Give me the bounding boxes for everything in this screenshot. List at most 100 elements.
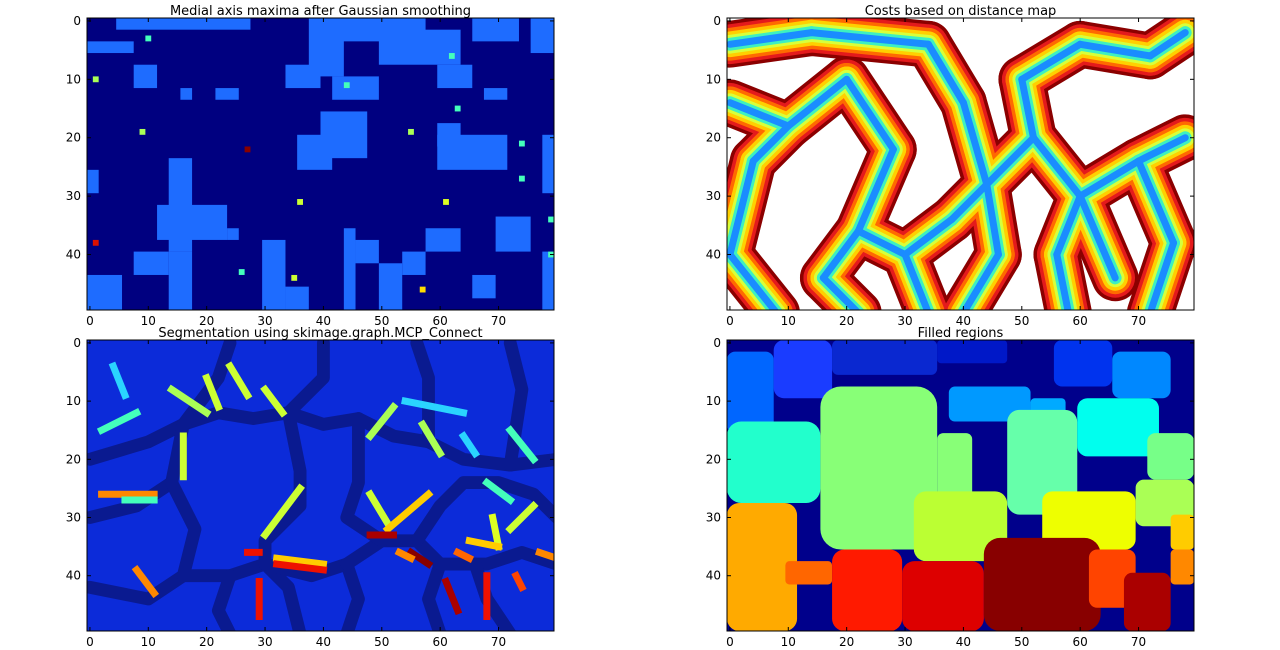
segment-boundary [281,340,330,420]
maxima-point [238,269,245,275]
smoothed-region [437,64,473,89]
cost-ridge [727,29,816,48]
smoothed-region [343,228,356,310]
smoothed-region [227,228,239,240]
filled-x-tick-label: 40 [956,635,971,649]
costs-x-tick-label: 20 [839,314,854,328]
connect-path [260,483,305,540]
cost-ridge [1135,157,1178,247]
smoothed-region [133,64,158,89]
cost-ridge [1147,239,1178,310]
maxima-point [92,239,99,246]
segment-boundary [211,569,237,631]
subplot-filled-regions: Filled regions 0 10 20 30 40 50 60 70 0 10 20 30 40 [706,326,1195,649]
connect-path [441,576,463,616]
medial-x-tick-label: 70 [491,314,506,328]
smoothed-region [378,263,403,310]
cost-ridge [1146,29,1189,60]
costs-x-tick-label: 40 [956,314,971,328]
segmentation-y-tick-label: 40 [66,569,81,583]
medial-x-tick-label: 10 [141,314,156,328]
segment-boundary [281,406,554,472]
smoothed-region [402,251,426,275]
filled-region [1077,398,1159,457]
smoothed-region [285,64,321,89]
smoothed-region [425,228,461,252]
segmentation-x-tick-label: 60 [433,635,448,649]
subplot-title-costs: Costs based on distance map [865,4,1057,19]
connect-path [365,489,393,529]
smoothed-region [87,274,123,310]
connect-path [260,384,288,418]
medial-x-tick-label: 20 [199,314,214,328]
filled-region [832,340,938,375]
filled-x-tick-label: 30 [897,635,912,649]
costs-x-tick-label: 50 [1014,314,1029,328]
segmentation-x-tick-label: 20 [199,635,214,649]
medial-x-tick-label: 0 [86,314,94,328]
filled-x-tick-label: 60 [1073,635,1088,649]
maxima-point [244,146,251,153]
connect-path [511,571,527,593]
cost-ridge [948,180,991,223]
smoothed-region [530,18,554,54]
segment-boundary [410,340,435,449]
filled-region [913,491,1008,562]
medial-x-tick-label: 40 [316,314,331,328]
connect-path [365,402,399,441]
filled-x-tick-label: 0 [726,635,734,649]
segmentation-x-tick-label: 0 [86,635,94,649]
smoothed-region [133,251,169,275]
connect-path [481,477,516,505]
filled-region [1112,351,1171,399]
maxima-point [518,175,525,182]
cost-ridge [1076,157,1143,200]
connect-path [394,547,416,563]
segment-boundary [340,412,389,548]
filled-region [727,421,821,503]
segmentation-x-tick-label: 30 [257,635,272,649]
cost-ridge [854,145,897,235]
smoothed-region [203,216,216,229]
connect-path [401,396,468,417]
filled-y-tick-label: 20 [706,452,721,466]
subplot-title-filled-regions: Filled regions [918,326,1004,341]
connect-path [406,547,434,569]
cost-ridge [727,157,757,259]
costs-x-tick-label: 60 [1073,314,1088,328]
filled-region [1123,572,1171,631]
costs-y-tick-label: 30 [706,189,721,203]
clip0-image [87,18,554,310]
maxima-point [419,286,426,293]
segment-boundary [433,546,554,571]
segmentation-y-tick-label: 20 [66,452,81,466]
filled-x-tick-label: 70 [1131,635,1146,649]
cost-ridge [924,40,967,107]
filled-region [727,502,798,631]
costs-x-tick-label: 70 [1131,314,1146,328]
segmentation-x-tick-label: 10 [141,635,156,649]
maxima-point [443,199,449,205]
medial-y-tick-label: 10 [66,72,81,86]
clip3-image [727,340,1194,631]
smoothed-region [87,169,99,194]
cost-ridge [819,227,862,282]
segmentation-y-tick-label: 0 [73,336,81,350]
cost-ridge [854,227,909,259]
cost-ridge [901,215,956,259]
medial-x-tick-label: 30 [257,314,272,328]
filled-region [1170,514,1194,550]
segmentation-x-tick-label: 40 [316,635,331,649]
cost-ridge [727,99,792,130]
cost-ridge [819,274,861,310]
cost-ridge [1018,40,1084,83]
costs-y-tick-label: 40 [706,248,721,262]
filled-region [1147,433,1194,480]
smoothed-region [116,18,251,30]
connect-path [108,361,130,400]
subplot-title-medial-axis: Medial axis maxima after Gaussian smooth… [170,4,471,19]
filled-region [820,386,938,550]
segmentation-x-tick-label: 70 [491,635,506,649]
segment-boundary [410,476,554,548]
cost-ridge [1135,134,1189,165]
